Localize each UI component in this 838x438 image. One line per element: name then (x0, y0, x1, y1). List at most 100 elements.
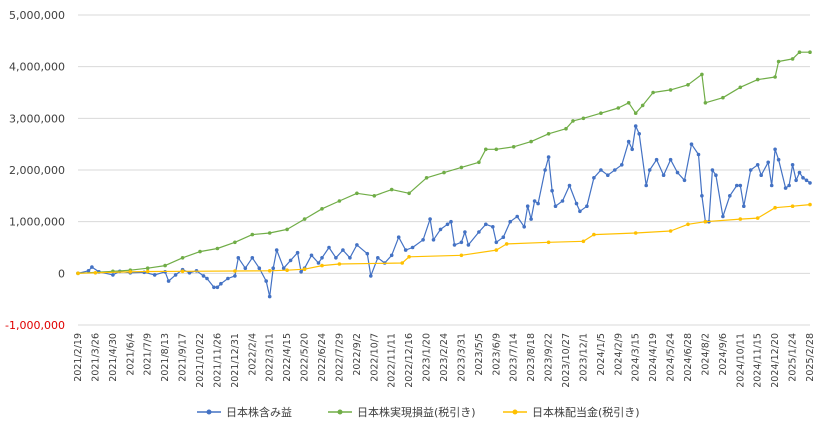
data-point-realized (571, 119, 575, 123)
data-point-unrealized (773, 147, 777, 152)
data-point-unrealized (630, 147, 634, 152)
series-unrealized (76, 124, 812, 299)
x-tick-label: 2021/4/30 (108, 333, 119, 382)
x-tick-label: 2022/3/11 (265, 333, 276, 382)
data-point-realized (337, 199, 342, 203)
data-point-unrealized (463, 230, 467, 234)
data-point-realized (484, 147, 488, 152)
series-dividend (76, 202, 812, 276)
data-point-unrealized (466, 243, 471, 247)
data-point-realized (145, 266, 150, 271)
x-tick-label: 2022/11/11 (387, 333, 398, 388)
x-tick-label: 2024/1/5 (596, 333, 607, 376)
data-point-realized (163, 263, 167, 268)
data-point-realized (721, 95, 725, 100)
data-point-dividend (285, 268, 289, 273)
data-point-unrealized (459, 240, 464, 245)
data-point-dividend (668, 229, 673, 233)
legend-marker-dividend (512, 409, 518, 415)
x-tick-label: 2023/8/18 (526, 333, 537, 382)
data-point-dividend (755, 216, 760, 220)
data-point-unrealized (219, 281, 223, 286)
legend-label-dividend: 日本株配当金(税引き) (532, 405, 640, 419)
data-point-unrealized (738, 183, 743, 188)
data-point-unrealized (522, 225, 526, 229)
x-tick-label: 2024/11/15 (753, 333, 764, 388)
data-point-unrealized (776, 157, 781, 162)
data-point-unrealized (637, 132, 641, 136)
data-point-unrealized (233, 274, 237, 278)
data-point-unrealized (431, 238, 436, 242)
data-point-realized (640, 103, 645, 108)
legend: 日本株含み益 日本株実現損益(税引き) 日本株配当金(税引き) (197, 405, 640, 419)
data-point-unrealized (668, 157, 673, 162)
data-point-realized (511, 145, 516, 149)
data-point-dividend (400, 261, 405, 265)
x-tick-label: 2023/2/24 (439, 333, 450, 382)
data-point-unrealized (654, 157, 659, 162)
data-point-realized (738, 85, 743, 90)
y-axis-ticks: -1,000,000 0 1,000,000 2,000,000 3,000,000 4,… (5, 9, 65, 332)
data-point-unrealized (166, 279, 171, 283)
data-point-dividend (494, 248, 499, 252)
data-point-unrealized (585, 204, 589, 208)
data-point-unrealized (389, 253, 394, 258)
data-point-unrealized (529, 217, 533, 221)
x-tick-label: 2025/1/24 (788, 333, 799, 382)
data-point-unrealized (714, 173, 718, 177)
x-tick-label: 2024/12/20 (770, 333, 781, 388)
data-point-dividend (145, 269, 150, 274)
data-point-unrealized (299, 270, 303, 274)
x-tick-label: 2023/12/1 (578, 333, 589, 382)
x-tick-label: 2022/7/29 (334, 333, 345, 382)
data-point-unrealized (396, 235, 401, 239)
data-point-dividend (773, 205, 777, 210)
data-point-realized (616, 106, 621, 110)
data-point-dividend (686, 222, 690, 227)
x-tick-label: 2023/1/20 (422, 333, 433, 382)
data-point-unrealized (532, 199, 537, 203)
data-point-unrealized (536, 201, 540, 206)
data-point-realized (808, 50, 812, 54)
data-point-realized (797, 50, 802, 54)
data-point-realized (250, 232, 255, 237)
data-point-unrealized (264, 279, 269, 283)
data-point-unrealized (689, 142, 694, 146)
data-point-unrealized (553, 204, 558, 208)
data-point-unrealized (376, 255, 380, 260)
data-point-unrealized (334, 255, 338, 260)
data-point-unrealized (403, 248, 408, 252)
y-tick-label: 5,000,000 (9, 9, 65, 22)
data-point-unrealized (201, 274, 206, 278)
data-point-unrealized (742, 204, 746, 208)
x-tick-label: 2024/2/9 (613, 333, 624, 376)
x-tick-label: 2021/12/31 (230, 333, 241, 388)
data-point-unrealized (90, 265, 94, 269)
data-point-realized (776, 59, 781, 64)
data-point-unrealized (295, 250, 300, 255)
data-point-realized (773, 75, 777, 79)
data-point-dividend (633, 231, 638, 235)
data-point-unrealized (341, 248, 345, 252)
data-point-unrealized (187, 271, 192, 275)
legend-label-realized: 日本株実現損益(税引き) (357, 405, 476, 419)
data-point-realized (686, 83, 690, 87)
data-point-unrealized (449, 219, 453, 224)
data-point-unrealized (578, 209, 582, 214)
data-point-realized (626, 101, 631, 105)
data-point-realized (700, 72, 704, 77)
data-point-unrealized (574, 201, 579, 206)
data-point-unrealized (212, 285, 216, 290)
data-point-realized (703, 101, 708, 105)
x-tick-label: 2023/6/9 (491, 333, 502, 376)
data-point-unrealized (515, 214, 519, 219)
data-point-unrealized (794, 178, 798, 183)
data-point-unrealized (215, 285, 220, 290)
data-point-unrealized (804, 178, 809, 183)
x-tick-label: 2021/8/13 (160, 333, 171, 382)
data-point-unrealized (546, 155, 551, 159)
data-point-unrealized (421, 238, 425, 242)
data-point-unrealized (735, 183, 739, 188)
data-point-unrealized (644, 183, 648, 188)
data-point-unrealized (236, 255, 241, 260)
